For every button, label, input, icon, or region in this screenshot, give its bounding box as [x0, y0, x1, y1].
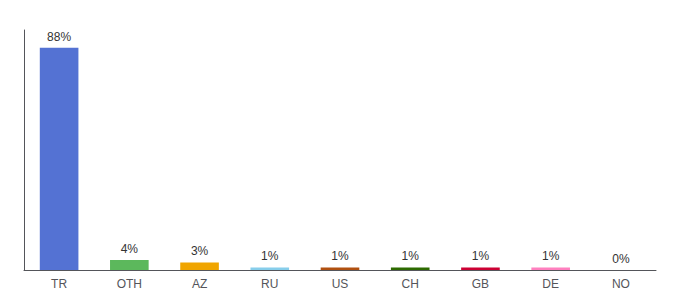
svg-text:1%: 1% [331, 249, 349, 263]
svg-text:4%: 4% [121, 242, 139, 256]
svg-text:1%: 1% [261, 249, 279, 263]
svg-text:1%: 1% [542, 249, 560, 263]
svg-text:RU: RU [261, 277, 278, 291]
svg-text:DE: DE [542, 277, 559, 291]
svg-text:TR: TR [51, 277, 67, 291]
svg-text:0%: 0% [612, 252, 630, 266]
svg-text:3%: 3% [191, 244, 209, 258]
svg-text:AZ: AZ [192, 277, 207, 291]
svg-text:OTH: OTH [117, 277, 142, 291]
svg-text:GB: GB [472, 277, 489, 291]
svg-text:1%: 1% [402, 249, 420, 263]
svg-text:NO: NO [612, 277, 630, 291]
svg-text:1%: 1% [472, 249, 490, 263]
svg-text:CH: CH [402, 277, 419, 291]
svg-text:88%: 88% [47, 30, 71, 44]
svg-text:US: US [332, 277, 349, 291]
